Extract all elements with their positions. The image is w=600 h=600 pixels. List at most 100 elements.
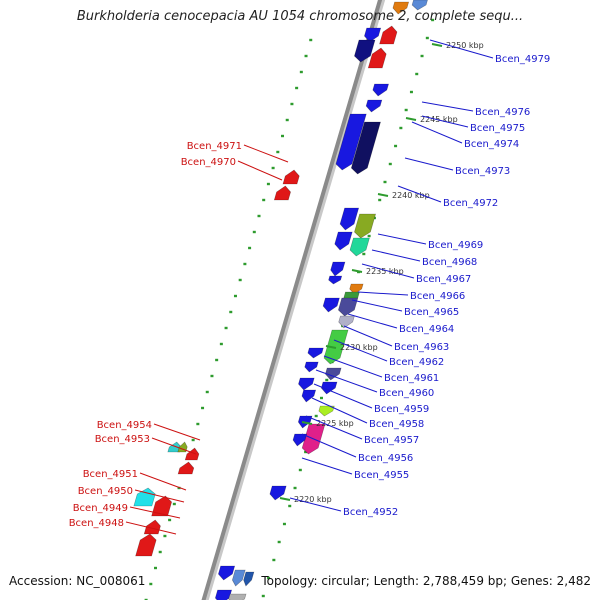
tick-dot [304, 450, 308, 454]
gene-arrow [282, 169, 300, 185]
tick-dot [243, 262, 247, 266]
gene-arrow [273, 185, 291, 201]
kbp-tick-label: 2230 kbp [340, 343, 378, 352]
label-leader-line [323, 355, 383, 378]
tick-dot [298, 468, 302, 472]
gene-label: Bcen_4979 [495, 54, 550, 65]
gene-label: Bcen_4948 [69, 518, 124, 529]
topology-text: Topology: circular; Length: 2,788,459 bp… [261, 574, 591, 588]
tick-dot [277, 540, 281, 544]
tick-dot [295, 86, 299, 90]
tick-dot [233, 294, 237, 298]
tick-dot [201, 406, 205, 410]
label-leader-line [129, 506, 181, 519]
tick-dot [383, 180, 387, 184]
gene-label: Bcen_4966 [410, 291, 465, 302]
label-leader-line [377, 233, 427, 245]
gene-arrow [322, 297, 340, 313]
tick-dot [394, 144, 398, 148]
gene-arrow [339, 207, 360, 231]
tick-dot [252, 230, 256, 234]
gene-label: Bcen_4949 [73, 503, 128, 514]
gene-label: Bcen_4973 [455, 166, 510, 177]
label-leader-line [237, 160, 283, 181]
gene-label: Bcen_4952 [343, 507, 398, 518]
gene-arrow [318, 405, 335, 417]
label-leader-line [421, 115, 469, 128]
gene-label: Bcen_4951 [83, 469, 138, 480]
gene-arrow [411, 0, 428, 11]
gene-label: Bcen_4956 [358, 453, 413, 464]
label-leader-line [347, 313, 398, 329]
tick-dot [325, 378, 329, 382]
gene-label: Bcen_4958 [369, 419, 424, 430]
label-leader-line [301, 457, 353, 475]
tick-dot [191, 438, 195, 442]
gene-arrow [304, 361, 319, 373]
gene-arrow [364, 27, 382, 43]
tick-dot [266, 182, 270, 186]
kbp-tick-label: 2235 kbp [366, 267, 404, 276]
kbp-tick-label: 2245 kbp [420, 115, 458, 124]
gene-label: Bcen_4970 [181, 157, 236, 168]
label-leader-line [411, 121, 463, 144]
tick-dot [285, 118, 289, 122]
tick-dot [404, 108, 408, 112]
gene-label: Bcen_4953 [95, 434, 150, 445]
tick-dot [262, 198, 266, 202]
gene-arrow [298, 377, 315, 391]
gene-arrow [232, 569, 246, 587]
tick-dot [282, 522, 286, 526]
kbp-tick-label: 2250 kbp [446, 41, 484, 50]
gene-arrow [367, 47, 387, 69]
label-leader-line [333, 339, 388, 362]
gene-arrow [354, 39, 376, 63]
gene-label: Bcen_4975 [470, 123, 525, 134]
gene-arrow [328, 275, 343, 285]
tick-dot [261, 594, 265, 598]
gene-arrow [338, 315, 355, 329]
kbp-tick-label: 2220 kbp [294, 495, 332, 504]
gene-label: Bcen_4962 [389, 357, 444, 368]
label-leader-line [134, 489, 185, 503]
tick-dot [172, 502, 176, 506]
tick-dot [271, 166, 275, 170]
gene-arrow [307, 347, 324, 359]
gene-label: Bcen_4965 [404, 307, 459, 318]
gene-arrow [218, 565, 236, 581]
tick-dot [238, 278, 242, 282]
gene-label: Bcen_4963 [394, 342, 449, 353]
tick-dot [224, 326, 228, 330]
label-leader-line [139, 472, 187, 491]
gene-arrow [184, 447, 200, 461]
label-leader-line [371, 249, 421, 262]
tick-dot [367, 234, 371, 238]
kbp-tick-mark [351, 269, 363, 273]
label-leader-line [404, 157, 454, 171]
tick-dot [420, 54, 424, 58]
label-leader-line [313, 383, 373, 409]
gene-label: Bcen_4964 [399, 324, 454, 335]
label-leader-line [311, 397, 368, 424]
tick-dot [288, 504, 292, 508]
label-leader-line [361, 263, 415, 279]
label-leader-line [289, 497, 342, 512]
tick-dot [219, 342, 223, 346]
tick-dot [267, 576, 271, 580]
label-leader-line [153, 423, 201, 441]
gene-arrow [243, 571, 255, 587]
tick-dot [314, 414, 318, 418]
tick-dot [290, 102, 294, 106]
tick-dot [299, 70, 303, 74]
gene-label: Bcen_4971 [187, 141, 242, 152]
gene-arrow [269, 485, 287, 501]
kbp-tick-mark [405, 117, 417, 121]
kbp-tick-mark [325, 345, 337, 349]
tick-dot [229, 310, 233, 314]
gene-arrow [177, 461, 195, 475]
tick-dot [319, 396, 323, 400]
gene-arrow [349, 237, 370, 257]
gene-label: Bcen_4968 [422, 257, 477, 268]
kbp-tick-mark [377, 193, 389, 197]
